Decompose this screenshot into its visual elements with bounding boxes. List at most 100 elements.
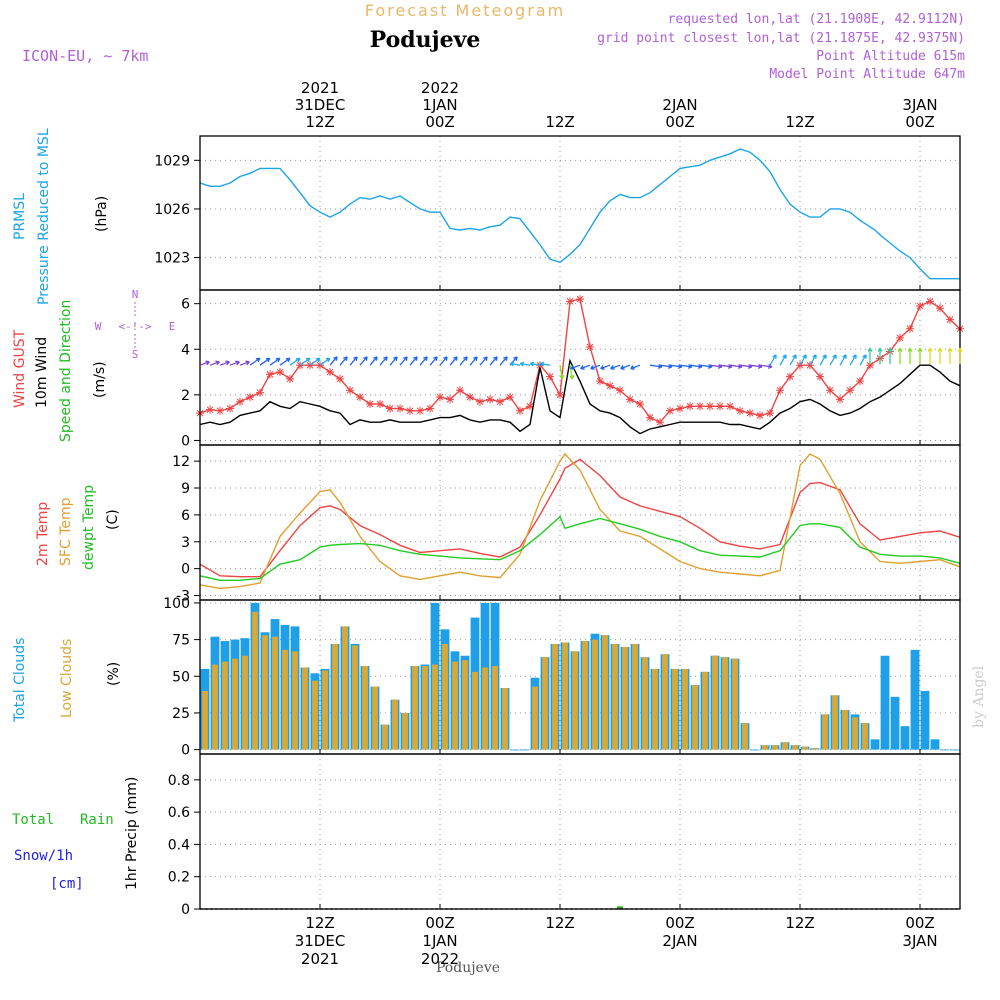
prmsl-label: PRMSL (12, 193, 28, 240)
y-tick-label-4-0.2: 0.2 (168, 870, 190, 886)
wind-gust-label: Wind GUST (12, 329, 28, 408)
wind-direction-arrow-15 (349, 356, 358, 366)
series-line-1-0 (199, 298, 961, 424)
gust-marker-14 (336, 374, 344, 383)
low-cloud-bar-47 (672, 668, 678, 750)
wind-direction-arrow-0 (199, 360, 210, 366)
watermark: by Angel (971, 665, 987, 728)
wind-direction-arrow-71 (907, 347, 913, 365)
y-tick-label-1-4: 4 (181, 342, 190, 358)
wind-direction-arrow-66 (859, 354, 867, 366)
gust-marker-63 (826, 386, 834, 395)
gust-marker-7 (266, 370, 274, 379)
low-cloud-bar-50 (702, 671, 708, 750)
gust-marker-1 (206, 405, 214, 414)
y-tick-label-2-12: 12 (172, 454, 190, 470)
wind-direction-arrow-7 (269, 357, 281, 366)
total-cloud-bar-72 (920, 690, 930, 750)
compass-icon: N S W E <-!-> (95, 288, 176, 361)
gust-marker-46 (656, 418, 664, 427)
gust-marker-2 (216, 406, 224, 415)
wind-direction-arrow-17 (369, 356, 378, 366)
gust-marker-20 (396, 404, 404, 413)
footer-station: Podujeve (436, 960, 500, 976)
bottom-time-label-24-2: 2022 (421, 950, 459, 968)
y-tick-label-3-25: 25 (172, 706, 190, 722)
low-cloud-bar-22 (422, 666, 428, 750)
y-tick-label-0-1023: 1023 (154, 251, 190, 267)
wind-direction-arrow-11 (309, 357, 321, 366)
low-cloud-bar-14 (342, 626, 348, 750)
low-cloud-bar-3 (232, 658, 238, 750)
y-tick-label-2-9: 9 (181, 481, 190, 497)
gust-marker-12 (316, 361, 324, 370)
y-tick-label-2--3: -3 (176, 589, 190, 605)
low-cloud-bar-61 (812, 748, 818, 750)
y-tick-label-2-6: 6 (181, 508, 190, 524)
gust-marker-37 (566, 297, 574, 306)
gust-marker-41 (606, 381, 614, 390)
compass-e: E (169, 320, 176, 333)
low-cloud-bar-65 (852, 717, 858, 750)
gust-marker-73 (926, 297, 934, 306)
wind-direction-arrow-40 (590, 364, 601, 370)
bottom-time-label-48-1: 2JAN (662, 932, 697, 950)
wind-direction-arrow-30 (499, 356, 508, 366)
wind-direction-arrow-20 (399, 356, 408, 366)
gust-marker-52 (716, 402, 724, 411)
low-cloud-bar-41 (612, 644, 618, 750)
wind-direction-arrow-74 (937, 347, 943, 365)
wind-direction-arrow-70 (897, 347, 903, 365)
y-tick-label-4-0: 0 (181, 902, 190, 918)
gust-marker-21 (406, 406, 414, 415)
wind-10m-label: 10m Wind (34, 337, 50, 408)
low-cloud-bar-44 (642, 657, 648, 750)
low-cloud-bar-57 (772, 745, 778, 750)
gust-marker-72 (916, 301, 924, 310)
low-cloud-bar-24 (442, 644, 448, 750)
gust-marker-33 (526, 402, 534, 411)
wind-direction-arrow-59 (789, 354, 797, 366)
top-time-label-24-2: 00Z (425, 113, 454, 131)
compass-s: S (132, 348, 139, 361)
snow-label: Snow/1h (14, 848, 73, 864)
gust-marker-48 (676, 404, 684, 413)
gust-marker-60 (796, 361, 804, 370)
gust-marker-74 (936, 304, 944, 313)
wind-direction-arrow-6 (259, 357, 271, 366)
wind-direction-arrow-10 (299, 357, 311, 366)
gust-marker-70 (896, 333, 904, 342)
total-cloud-bar-32 (520, 749, 530, 751)
gust-marker-47 (666, 406, 674, 415)
total-cloud-bar-70 (900, 726, 910, 750)
total-cloud-bar-71 (910, 649, 920, 750)
low-cloud-bar-2 (222, 661, 228, 750)
wind-direction-arrow-75 (947, 347, 953, 365)
low-cloud-bar-49 (692, 685, 698, 750)
wind-direction-arrow-41 (600, 364, 611, 370)
low-cloud-bar-63 (832, 695, 838, 750)
top-time-label-12-1: 31DEC (295, 96, 346, 114)
wind-direction-arrow-69 (887, 347, 893, 365)
low-cloud-bar-6 (262, 635, 268, 750)
gust-marker-24 (436, 393, 444, 402)
y-tick-label-0-1026: 1026 (154, 202, 190, 218)
gust-marker-19 (386, 404, 394, 413)
y-tick-label-1-2: 2 (181, 388, 190, 404)
gust-marker-53 (726, 402, 734, 411)
low-cloud-bar-12 (322, 670, 328, 750)
bottom-time-label-24-1: 1JAN (422, 932, 457, 950)
top-time-label-48-0: 2JAN (662, 96, 697, 114)
wind-direction-arrow-21 (409, 356, 418, 366)
gust-marker-11 (306, 361, 314, 370)
gust-marker-66 (856, 377, 864, 386)
panel-frame-1 (199, 289, 961, 446)
wind-direction-arrow-42 (610, 364, 621, 370)
total-label: Total (12, 812, 54, 828)
gust-marker-27 (466, 393, 474, 402)
temp-2m-label: 2m Temp (35, 502, 51, 566)
wind-direction-arrow-39 (580, 364, 591, 370)
top-time-label-12-0: 2021 (301, 79, 339, 97)
bottom-time-label-12-0: 12Z (305, 914, 334, 932)
